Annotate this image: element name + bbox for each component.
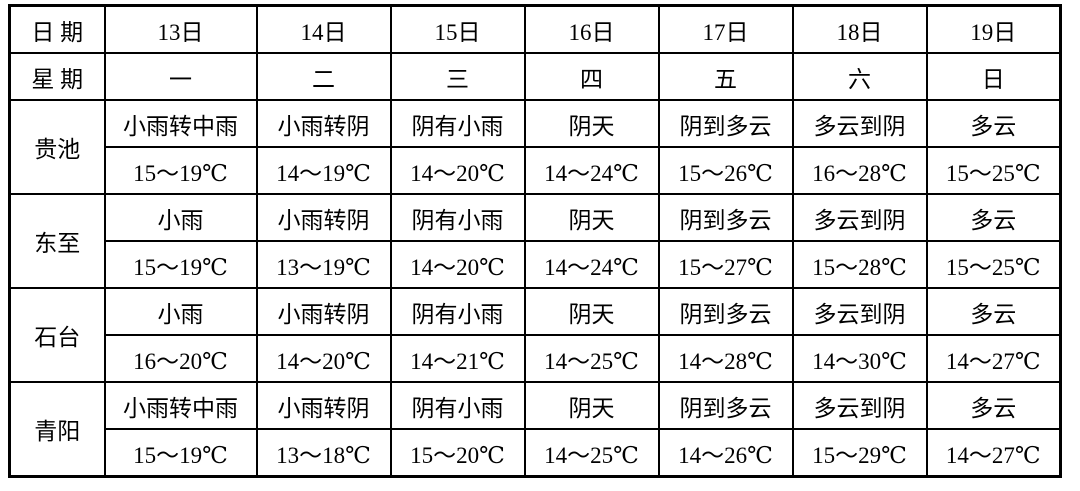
weather-cell: 小雨转阴: [255, 381, 392, 430]
temp-cell: 15～29℃: [791, 428, 928, 478]
weekday-cell: 五: [657, 52, 794, 101]
weather-cell: 多云: [925, 381, 1062, 430]
temp-cell: 16～28℃: [791, 146, 928, 195]
date-cell: 19日: [925, 4, 1062, 54]
weather-cell: 多云: [925, 99, 1062, 148]
weekday-cell: 日: [925, 52, 1062, 101]
weekday-header-label: 星 期: [8, 52, 106, 101]
weather-cell: 小雨: [103, 287, 258, 336]
weather-cell: 多云到阴: [791, 287, 928, 336]
temp-cell: 14～25℃: [523, 334, 660, 383]
weather-cell: 多云到阴: [791, 99, 928, 148]
weather-cell: 阴天: [523, 287, 660, 336]
temp-cell: 15～28℃: [791, 240, 928, 289]
temp-cell: 14～27℃: [925, 428, 1062, 478]
weather-cell: 阴有小雨: [389, 193, 526, 242]
weather-row-qingyang: 青阳 小雨转中雨 小雨转阴 阴有小雨 阴天 阴到多云 多云到阴 多云: [8, 381, 1062, 478]
date-header-row: 日 期 13日 14日 15日 16日 17日 18日 19日: [8, 4, 1062, 54]
temp-cell: 14～19℃: [255, 146, 392, 195]
temp-cell: 15～19℃: [103, 428, 258, 478]
date-cell: 18日: [791, 4, 928, 54]
city-name-shitai: 石台: [8, 287, 106, 383]
weather-cell: 小雨: [103, 193, 258, 242]
weather-cell: 小雨转阴: [255, 99, 392, 148]
temp-cell: 14～30℃: [791, 334, 928, 383]
temp-cell: 14～27℃: [925, 334, 1062, 383]
date-cell: 16日: [523, 4, 660, 54]
temp-cell: 14～28℃: [657, 334, 794, 383]
temp-cell: 15～20℃: [389, 428, 526, 478]
temp-cell: 14～20℃: [255, 334, 392, 383]
weather-cell: 阴天: [523, 193, 660, 242]
temp-cell: 14～20℃: [389, 240, 526, 289]
weekday-cell: 二: [255, 52, 392, 101]
weather-cell: 多云: [925, 193, 1062, 242]
date-cell: 15日: [389, 4, 526, 54]
city-name-qingyang: 青阳: [8, 381, 106, 478]
weather-cell: 多云到阴: [791, 193, 928, 242]
temp-cell: 16～20℃: [103, 334, 258, 383]
weather-cell: 小雨转阴: [255, 287, 392, 336]
weather-cell: 多云: [925, 287, 1062, 336]
temp-row-dongzhi: 15～19℃ 13～19℃ 14～20℃ 14～24℃ 15～27℃ 15～28…: [10, 240, 1062, 289]
temp-cell: 14～25℃: [523, 428, 660, 478]
temp-cell: 14～26℃: [657, 428, 794, 478]
weather-cell: 阴到多云: [657, 99, 794, 148]
weekday-cell: 三: [389, 52, 526, 101]
temp-cell: 14～24℃: [523, 146, 660, 195]
weather-row-shitai: 石台 小雨 小雨转阴 阴有小雨 阴天 阴到多云 多云到阴 多云: [8, 287, 1062, 383]
weekday-cell: 六: [791, 52, 928, 101]
weekday-cell: 一: [103, 52, 258, 101]
city-name-dongzhi: 东至: [8, 193, 106, 289]
weather-cell: 阴到多云: [657, 381, 794, 430]
temp-cell: 15～19℃: [103, 146, 258, 195]
weather-cell: 阴有小雨: [389, 381, 526, 430]
temp-row-guichi: 15～19℃ 14～19℃ 14～20℃ 14～24℃ 15～26℃ 16～28…: [10, 146, 1062, 195]
weather-cell: 小雨转阴: [255, 193, 392, 242]
weather-forecast-table: 日 期 13日 14日 15日 16日 17日 18日 19日 星 期 一 二 …: [8, 4, 1062, 478]
weather-cell: 多云到阴: [791, 381, 928, 430]
weather-cell: 阴天: [523, 99, 660, 148]
temp-cell: 15～25℃: [925, 146, 1062, 195]
date-cell: 13日: [103, 4, 258, 54]
temp-cell: 15～26℃: [657, 146, 794, 195]
weekday-header-row: 星 期 一 二 三 四 五 六 日: [8, 52, 1062, 101]
temp-row-qingyang: 15～19℃ 13～18℃ 15～20℃ 14～25℃ 14～26℃ 15～29…: [10, 428, 1062, 478]
temp-cell: 13～18℃: [255, 428, 392, 478]
temp-row-shitai: 16～20℃ 14～20℃ 14～21℃ 14～25℃ 14～28℃ 14～30…: [10, 334, 1062, 383]
weather-cell: 阴到多云: [657, 193, 794, 242]
date-cell: 14日: [255, 4, 392, 54]
city-name-guichi: 贵池: [8, 99, 106, 195]
weather-row-dongzhi: 东至 小雨 小雨转阴 阴有小雨 阴天 阴到多云 多云到阴 多云: [8, 193, 1062, 289]
weather-cell: 阴天: [523, 381, 660, 430]
temp-cell: 15～27℃: [657, 240, 794, 289]
temp-cell: 14～20℃: [389, 146, 526, 195]
weather-row-guichi: 贵池 小雨转中雨 小雨转阴 阴有小雨 阴天 阴到多云 多云到阴 多云: [8, 99, 1062, 195]
temp-cell: 15～19℃: [103, 240, 258, 289]
weather-cell: 小雨转中雨: [103, 381, 258, 430]
weather-cell: 小雨转中雨: [103, 99, 258, 148]
date-header-label: 日 期: [8, 4, 106, 54]
temp-cell: 15～25℃: [925, 240, 1062, 289]
temp-cell: 14～24℃: [523, 240, 660, 289]
weekday-cell: 四: [523, 52, 660, 101]
date-cell: 17日: [657, 4, 794, 54]
weather-cell: 阴有小雨: [389, 287, 526, 336]
temp-cell: 14～21℃: [389, 334, 526, 383]
weather-cell: 阴有小雨: [389, 99, 526, 148]
temp-cell: 13～19℃: [255, 240, 392, 289]
weather-cell: 阴到多云: [657, 287, 794, 336]
